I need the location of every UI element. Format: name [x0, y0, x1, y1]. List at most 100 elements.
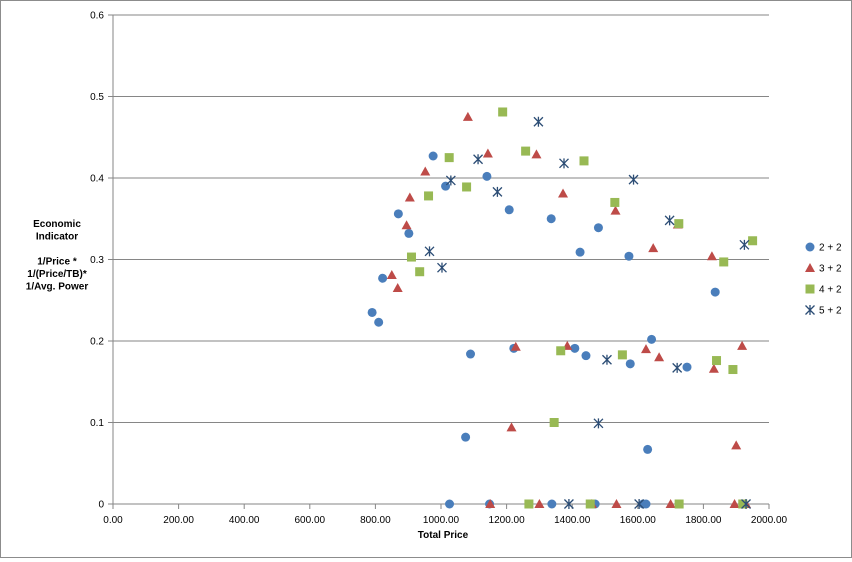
data-point: [531, 149, 542, 159]
data-point: [741, 499, 751, 509]
data-point: [420, 166, 431, 176]
data-point: [737, 340, 748, 350]
data-point: [482, 148, 493, 158]
data-point: [593, 418, 604, 429]
x-tick-label: 2000.00: [751, 515, 788, 526]
data-point: [648, 243, 659, 253]
data-point: [445, 175, 456, 186]
legend-marker: [805, 284, 815, 294]
data-point: [628, 174, 639, 185]
series-1: [367, 151, 720, 509]
legend-label: 5 + 2: [819, 306, 842, 317]
gridlines: [113, 14, 769, 423]
x-tick-label: 400.00: [229, 515, 260, 526]
data-point: [558, 188, 569, 198]
data-point: [415, 267, 425, 277]
data-point: [533, 116, 544, 127]
data-point: [664, 215, 675, 226]
data-point: [473, 154, 484, 165]
y-tick-label: 0.1: [90, 418, 104, 429]
legend: 2 + 2 3 + 2 4 + 2 5 + 2: [805, 242, 842, 317]
x-tick-label: 1800.00: [685, 515, 722, 526]
data-point: [579, 156, 589, 166]
data-point: [492, 186, 503, 197]
data-point: [738, 499, 748, 509]
data-point: [559, 158, 569, 169]
y-tick-label: 0: [98, 500, 104, 511]
data-point: [672, 362, 683, 373]
data-point: [647, 334, 657, 344]
data-point: [424, 246, 435, 257]
y-axis-title-line: 1/Price *: [37, 257, 77, 268]
data-point: [374, 317, 384, 327]
data-point: [466, 349, 476, 359]
y-tick-label: 0.4: [90, 174, 104, 185]
data-point: [461, 432, 471, 442]
data-point: [386, 269, 397, 279]
data-point: [556, 346, 566, 356]
data-point: [404, 192, 415, 202]
data-point: [748, 236, 758, 246]
x-tick-labels: 0.00 200.00 400.00 600.00 800.00 1000.00 1200.…: [103, 515, 787, 526]
y-axis-title-line: 1/(Price/TB)*: [27, 269, 87, 280]
data-point: [593, 223, 603, 233]
data-point: [445, 499, 455, 509]
x-tick-label: 600.00: [295, 515, 326, 526]
data-point: [392, 283, 403, 293]
y-axis-title-line: 1/Avg. Power: [26, 282, 89, 293]
y-tick-label: 0.5: [90, 92, 104, 103]
data-point: [534, 499, 545, 508]
data-point: [575, 247, 585, 257]
legend-item-3: 4 + 2: [805, 284, 842, 296]
data-point: [406, 252, 416, 262]
legend-label: 3 + 2: [819, 264, 842, 275]
data-point: [401, 220, 412, 230]
x-tick-label: 200.00: [163, 515, 194, 526]
y-axis-title-line: Indicator: [36, 232, 78, 243]
data-point: [585, 499, 595, 509]
data-points: [367, 107, 758, 509]
series-3: [406, 107, 758, 509]
data-point: [547, 499, 557, 509]
data-point: [444, 153, 454, 163]
x-tick-label: 0.00: [103, 515, 123, 526]
series-4: [424, 116, 751, 509]
data-point: [506, 422, 517, 432]
x-tick-label: 1400.00: [554, 515, 591, 526]
data-point: [731, 440, 742, 450]
data-point: [710, 287, 720, 297]
x-tick-label: 1600.00: [620, 515, 657, 526]
legend-marker: [805, 263, 815, 272]
data-point: [378, 273, 388, 283]
y-tick-label: 0.2: [90, 337, 104, 348]
data-point: [437, 262, 447, 273]
data-point: [602, 354, 612, 365]
legend-label: 4 + 2: [819, 285, 842, 296]
data-point: [482, 171, 492, 181]
data-point: [367, 307, 377, 317]
data-point: [739, 239, 750, 250]
data-point: [729, 499, 740, 508]
y-axis-title: Economic Indicator 1/Price * 1/(Price/TB)* 1…: [26, 219, 89, 293]
data-point: [524, 499, 534, 509]
y-tick-label: 0.6: [90, 11, 104, 22]
data-point: [546, 214, 556, 224]
data-point: [624, 251, 634, 261]
series-2: [386, 111, 752, 508]
data-point: [504, 205, 514, 215]
data-point: [462, 182, 472, 192]
data-point: [617, 350, 627, 360]
data-point: [706, 251, 717, 261]
data-point: [641, 499, 651, 509]
legend-item-2: 3 + 2: [805, 263, 842, 275]
data-point: [510, 341, 521, 351]
data-point: [521, 146, 531, 156]
data-point: [462, 111, 473, 121]
axes: [108, 14, 770, 509]
y-tick-labels: 0 0.1 0.2 0.3 0.4 0.5 0.6: [90, 11, 104, 511]
legend-item-1: 2 + 2: [805, 242, 842, 254]
data-point: [610, 205, 621, 215]
legend-marker: [805, 242, 815, 252]
